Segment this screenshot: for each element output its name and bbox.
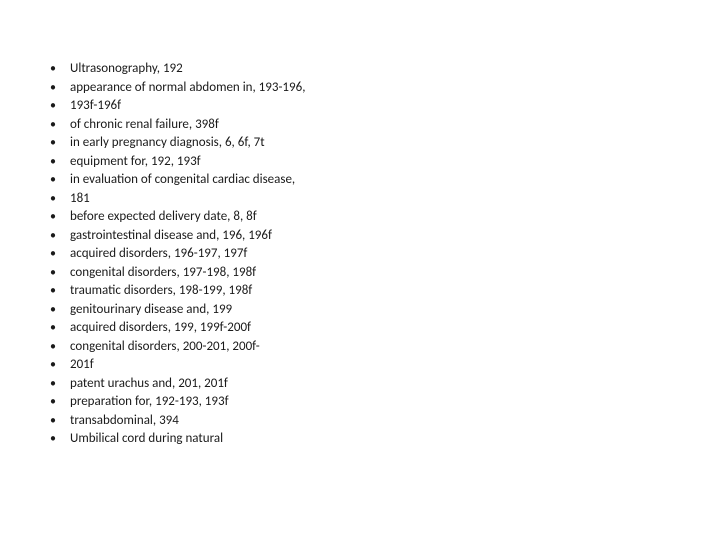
list-item: 181 — [42, 190, 720, 209]
list-item: 193f-196f — [42, 97, 720, 116]
list-item: equipment for, 192, 193f — [42, 153, 720, 172]
index-container: Ultrasonography, 192 appearance of norma… — [0, 0, 720, 449]
list-item: acquired disorders, 196-197, 197f — [42, 245, 720, 264]
list-item: before expected delivery date, 8, 8f — [42, 208, 720, 227]
list-item: patent urachus and, 201, 201f — [42, 375, 720, 394]
list-item: of chronic renal failure, 398f — [42, 116, 720, 135]
list-item: preparation for, 192-193, 193f — [42, 393, 720, 412]
list-item: in evaluation of congenital cardiac dise… — [42, 171, 720, 190]
list-item: congenital disorders, 197-198, 198f — [42, 264, 720, 283]
list-item: 201f — [42, 356, 720, 375]
list-item: congenital disorders, 200-201, 200f- — [42, 338, 720, 357]
list-item: genitourinary disease and, 199 — [42, 301, 720, 320]
list-item: in early pregnancy diagnosis, 6, 6f, 7t — [42, 134, 720, 153]
index-list: Ultrasonography, 192 appearance of norma… — [42, 60, 720, 449]
list-item: Ultrasonography, 192 — [42, 60, 720, 79]
list-item: traumatic disorders, 198-199, 198f — [42, 282, 720, 301]
list-item: transabdominal, 394 — [42, 412, 720, 431]
list-item: appearance of normal abdomen in, 193-196… — [42, 79, 720, 98]
list-item: gastrointestinal disease and, 196, 196f — [42, 227, 720, 246]
list-item: Umbilical cord during natural — [42, 430, 720, 449]
list-item: acquired disorders, 199, 199f-200f — [42, 319, 720, 338]
